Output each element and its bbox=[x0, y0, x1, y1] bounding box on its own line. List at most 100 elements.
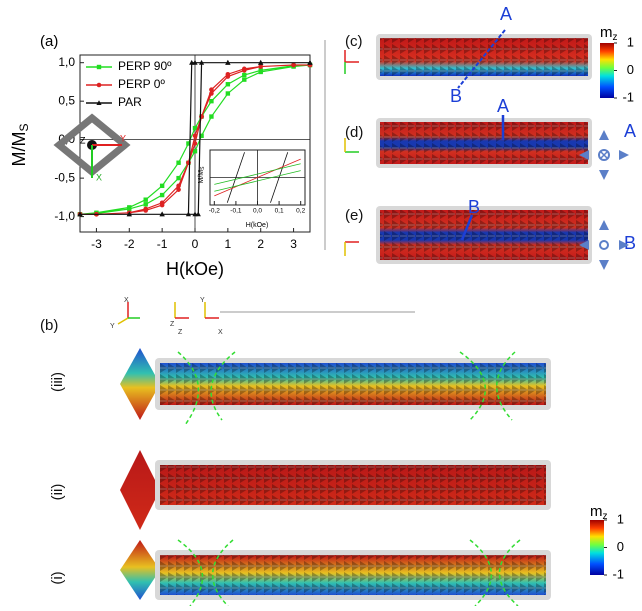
marker bbox=[96, 82, 102, 88]
pointer bbox=[460, 214, 474, 241]
colorbar-tick-label: 0 bbox=[617, 539, 624, 554]
colorbar-tick-label: -1 bbox=[622, 89, 634, 104]
axis-letter: X bbox=[96, 172, 102, 182]
marker bbox=[258, 68, 263, 73]
axis-letter: Z bbox=[178, 329, 183, 336]
point-label: A bbox=[497, 96, 509, 116]
series-line bbox=[80, 62, 310, 215]
marker bbox=[192, 211, 198, 217]
marker bbox=[209, 114, 214, 119]
marker bbox=[225, 59, 231, 65]
marker bbox=[307, 59, 313, 65]
axis-letter: Y bbox=[200, 297, 205, 304]
marker bbox=[77, 211, 83, 217]
colorbar-title: m bbox=[590, 503, 603, 520]
marker bbox=[189, 59, 195, 65]
marker bbox=[198, 59, 205, 65]
pointer bbox=[457, 29, 506, 89]
cross-section bbox=[120, 450, 160, 530]
marker bbox=[185, 211, 192, 217]
y-axis-label: M/MS bbox=[198, 166, 206, 184]
axis-icons bbox=[117, 302, 219, 325]
marker bbox=[176, 160, 181, 165]
cross-section bbox=[120, 348, 160, 420]
rotation-guides bbox=[177, 351, 521, 607]
x-tick-label: 0,1 bbox=[275, 208, 284, 215]
y-tick-label: -1,0 bbox=[54, 209, 75, 223]
arrows bbox=[380, 38, 588, 76]
arrows bbox=[380, 122, 588, 164]
arrows bbox=[160, 363, 546, 405]
marker bbox=[96, 100, 102, 105]
y-axis-label: M/M bbox=[198, 170, 205, 184]
panel-label: (a) bbox=[40, 33, 58, 50]
marker bbox=[209, 87, 214, 92]
series-line bbox=[214, 158, 301, 197]
panel-label: (d) bbox=[345, 124, 363, 141]
axis-letter: X bbox=[218, 329, 223, 336]
panel-label: (ii) bbox=[49, 484, 66, 501]
marker bbox=[192, 59, 198, 65]
axis-letter: Y bbox=[120, 133, 126, 143]
panel-label: (c) bbox=[345, 33, 363, 50]
y-tick-label: 1,0 bbox=[58, 55, 75, 69]
cross-section bbox=[120, 540, 160, 600]
marker bbox=[241, 66, 247, 72]
series-line bbox=[80, 64, 310, 215]
y-axis-label: M/M bbox=[9, 132, 29, 167]
marker bbox=[225, 91, 231, 96]
marker bbox=[143, 197, 148, 202]
marker bbox=[195, 211, 201, 217]
colorbar bbox=[600, 43, 614, 98]
marker bbox=[143, 206, 149, 212]
y-axis-label: M/MS bbox=[9, 123, 31, 166]
marker bbox=[209, 98, 214, 104]
marker bbox=[242, 77, 247, 82]
panel-label: (e) bbox=[345, 207, 363, 224]
series-line bbox=[226, 152, 289, 203]
colorbar-tick-label: 0 bbox=[627, 62, 634, 77]
panel-label: (b) bbox=[40, 317, 58, 334]
x-tick-label: -2 bbox=[124, 237, 135, 251]
point-label: A bbox=[624, 121, 636, 141]
panel-label: (i) bbox=[49, 571, 66, 584]
colorbars: mz mz 10-110-1 bbox=[590, 24, 634, 581]
marker bbox=[192, 141, 198, 146]
x-tick-label: -0,1 bbox=[230, 208, 242, 215]
axis-letter: Y bbox=[110, 323, 115, 330]
marker bbox=[159, 192, 165, 198]
point-label: B bbox=[624, 233, 636, 253]
colorbar-title: mz bbox=[590, 503, 608, 522]
colorbar-tick-label: 1 bbox=[617, 511, 624, 526]
x-tick-label: -1 bbox=[157, 237, 168, 251]
marker bbox=[126, 211, 132, 217]
marker bbox=[159, 211, 165, 217]
x-axis-label: H(kOe) bbox=[246, 222, 269, 229]
colorbar-sub: z bbox=[603, 511, 608, 522]
series-line bbox=[214, 163, 301, 192]
domain-icons bbox=[579, 130, 629, 270]
y-axis-sub: S bbox=[200, 166, 206, 170]
legend-label: PERP 90º bbox=[118, 59, 172, 73]
simulation-strips bbox=[376, 29, 592, 264]
hysteresis-chart: -3 -2 -1 0 1 2 31,00,50,0-0,5-1,0H(kOe)M/MSPER… bbox=[9, 33, 313, 279]
marker bbox=[258, 59, 264, 65]
x-tick-label: 0,2 bbox=[296, 208, 305, 215]
x-tick-label: 3 bbox=[290, 237, 297, 251]
marker bbox=[242, 72, 247, 78]
x-tick-label: 2 bbox=[257, 237, 264, 251]
cross-section-icon: Z Y X bbox=[53, 113, 131, 182]
y-axis-sub: S bbox=[17, 123, 31, 131]
x-tick-label: 0 bbox=[192, 237, 199, 251]
x-axis-label: H(kOe) bbox=[166, 259, 224, 279]
colorbar-tick-label: -1 bbox=[612, 566, 624, 581]
point-label: B bbox=[450, 86, 462, 106]
x-tick-label: -3 bbox=[91, 237, 102, 251]
point-label: A bbox=[500, 4, 512, 24]
legend-label: PAR bbox=[118, 95, 142, 109]
x-tick-label: 0,0 bbox=[253, 208, 262, 215]
marker bbox=[225, 71, 231, 77]
panel-label: (iii) bbox=[49, 372, 66, 392]
axis-letter: Z bbox=[80, 135, 86, 145]
